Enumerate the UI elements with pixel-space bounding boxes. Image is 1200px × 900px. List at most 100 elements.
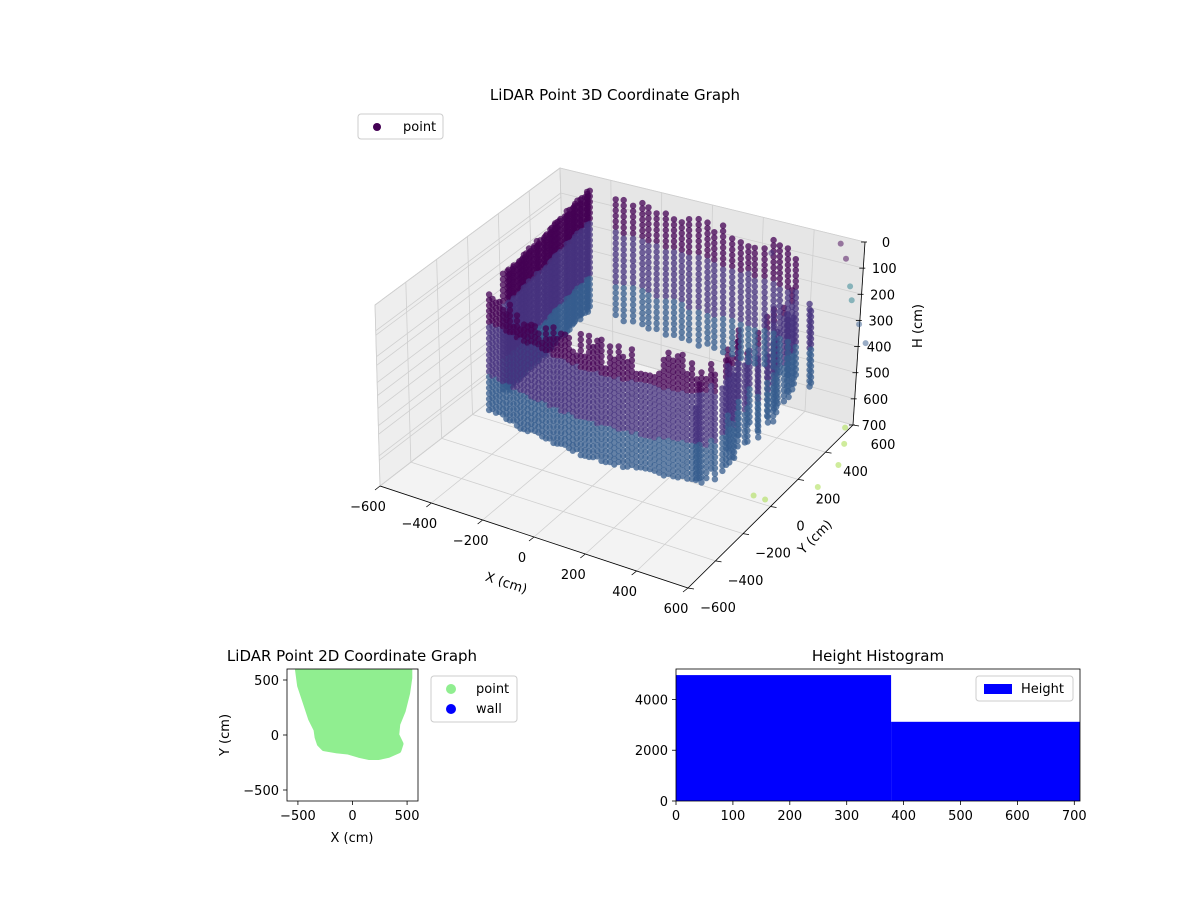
point-3d — [696, 408, 703, 416]
point-3d — [719, 343, 727, 350]
point-3d — [746, 369, 753, 376]
point-3d — [695, 303, 702, 311]
point-3d — [633, 425, 640, 433]
point-3d — [761, 338, 768, 346]
point-3d — [653, 243, 660, 250]
point-3d — [737, 266, 744, 273]
point-3d — [586, 248, 593, 255]
point-3d — [678, 334, 685, 341]
point-3d — [735, 382, 742, 389]
point-3d — [784, 283, 792, 291]
point-3d — [665, 349, 672, 356]
point-3d — [612, 256, 619, 264]
point-3d — [784, 316, 792, 324]
point-3d — [612, 245, 619, 253]
point-3d — [525, 261, 533, 269]
point-3d — [629, 263, 637, 270]
point-3d — [620, 229, 627, 237]
point-3d — [598, 336, 605, 343]
point-3d — [684, 420, 691, 427]
point-3d — [711, 240, 718, 247]
point-3d — [784, 300, 792, 307]
point-3d — [751, 343, 758, 351]
point-3d — [696, 425, 703, 432]
point-3d — [653, 287, 660, 294]
point-3d — [678, 318, 685, 325]
point-3d — [662, 303, 669, 311]
point-3d — [695, 336, 702, 344]
point-3d — [751, 261, 758, 268]
point-3d — [770, 346, 777, 354]
point-3d — [586, 275, 593, 282]
point-3d — [525, 278, 533, 285]
point-3d — [708, 360, 715, 368]
point-3d — [586, 209, 593, 216]
point-3d — [633, 431, 640, 438]
point-3d — [662, 309, 669, 316]
point-3d — [776, 264, 783, 271]
point-3d — [746, 408, 753, 415]
point-3d — [704, 268, 711, 276]
point-3d — [737, 255, 744, 262]
point-3d — [729, 295, 736, 303]
point-3d — [729, 312, 736, 319]
point-3d — [792, 267, 799, 274]
point-3d — [679, 445, 686, 452]
point-3d — [735, 415, 742, 422]
point-3d — [645, 308, 652, 316]
grid-line-3d — [374, 304, 381, 487]
point-3d — [565, 334, 573, 342]
point-3d — [685, 309, 693, 316]
point-3d — [577, 330, 584, 338]
point-3d — [670, 293, 678, 300]
point-3d — [612, 240, 619, 247]
point-3d — [684, 464, 691, 471]
point-3d — [761, 278, 768, 285]
point-3d — [586, 292, 593, 299]
point-3d — [792, 278, 799, 285]
chart-3d-title: LiDAR Point 3D Coordinate Graph — [490, 86, 740, 104]
grid-line-3d — [660, 192, 663, 371]
point-3d — [685, 337, 693, 344]
point-3d — [729, 431, 736, 439]
point-3d — [586, 226, 593, 233]
point-3d — [662, 221, 669, 228]
point-3d — [525, 305, 533, 313]
point-3d — [770, 297, 777, 304]
point-3d — [746, 386, 753, 393]
point-3d — [735, 431, 742, 439]
point-3d-outlier — [856, 321, 863, 328]
point-3d — [662, 215, 669, 223]
point-3d — [724, 417, 731, 425]
point-3d — [711, 339, 718, 346]
point-3d — [784, 322, 792, 329]
point-3d — [696, 436, 703, 443]
point-3d — [754, 371, 761, 379]
point-3d — [653, 265, 660, 272]
point-3d — [688, 360, 696, 367]
point-3d — [770, 352, 777, 359]
point-3d — [708, 377, 715, 384]
point-3d — [729, 415, 736, 422]
h-tick-label-3d: 500 — [865, 367, 890, 382]
point-3d — [639, 216, 646, 223]
point-3d — [542, 325, 550, 332]
point-3d — [729, 404, 736, 411]
point-3d — [665, 393, 672, 400]
x-tick-3d — [682, 587, 689, 593]
point-3d — [586, 270, 593, 277]
point-3d — [670, 243, 678, 250]
point-3d — [719, 233, 727, 240]
point-3d — [792, 322, 799, 329]
point-3d — [679, 467, 686, 474]
x-tick-label-2d: 0 — [348, 809, 356, 824]
point-3d — [628, 351, 636, 359]
point-3d — [653, 292, 660, 300]
point-3d — [670, 249, 678, 256]
point-3d — [639, 227, 646, 234]
point-3d — [735, 376, 742, 384]
point-3d — [628, 346, 636, 353]
point-3d — [729, 409, 736, 417]
point-3d — [711, 317, 718, 324]
